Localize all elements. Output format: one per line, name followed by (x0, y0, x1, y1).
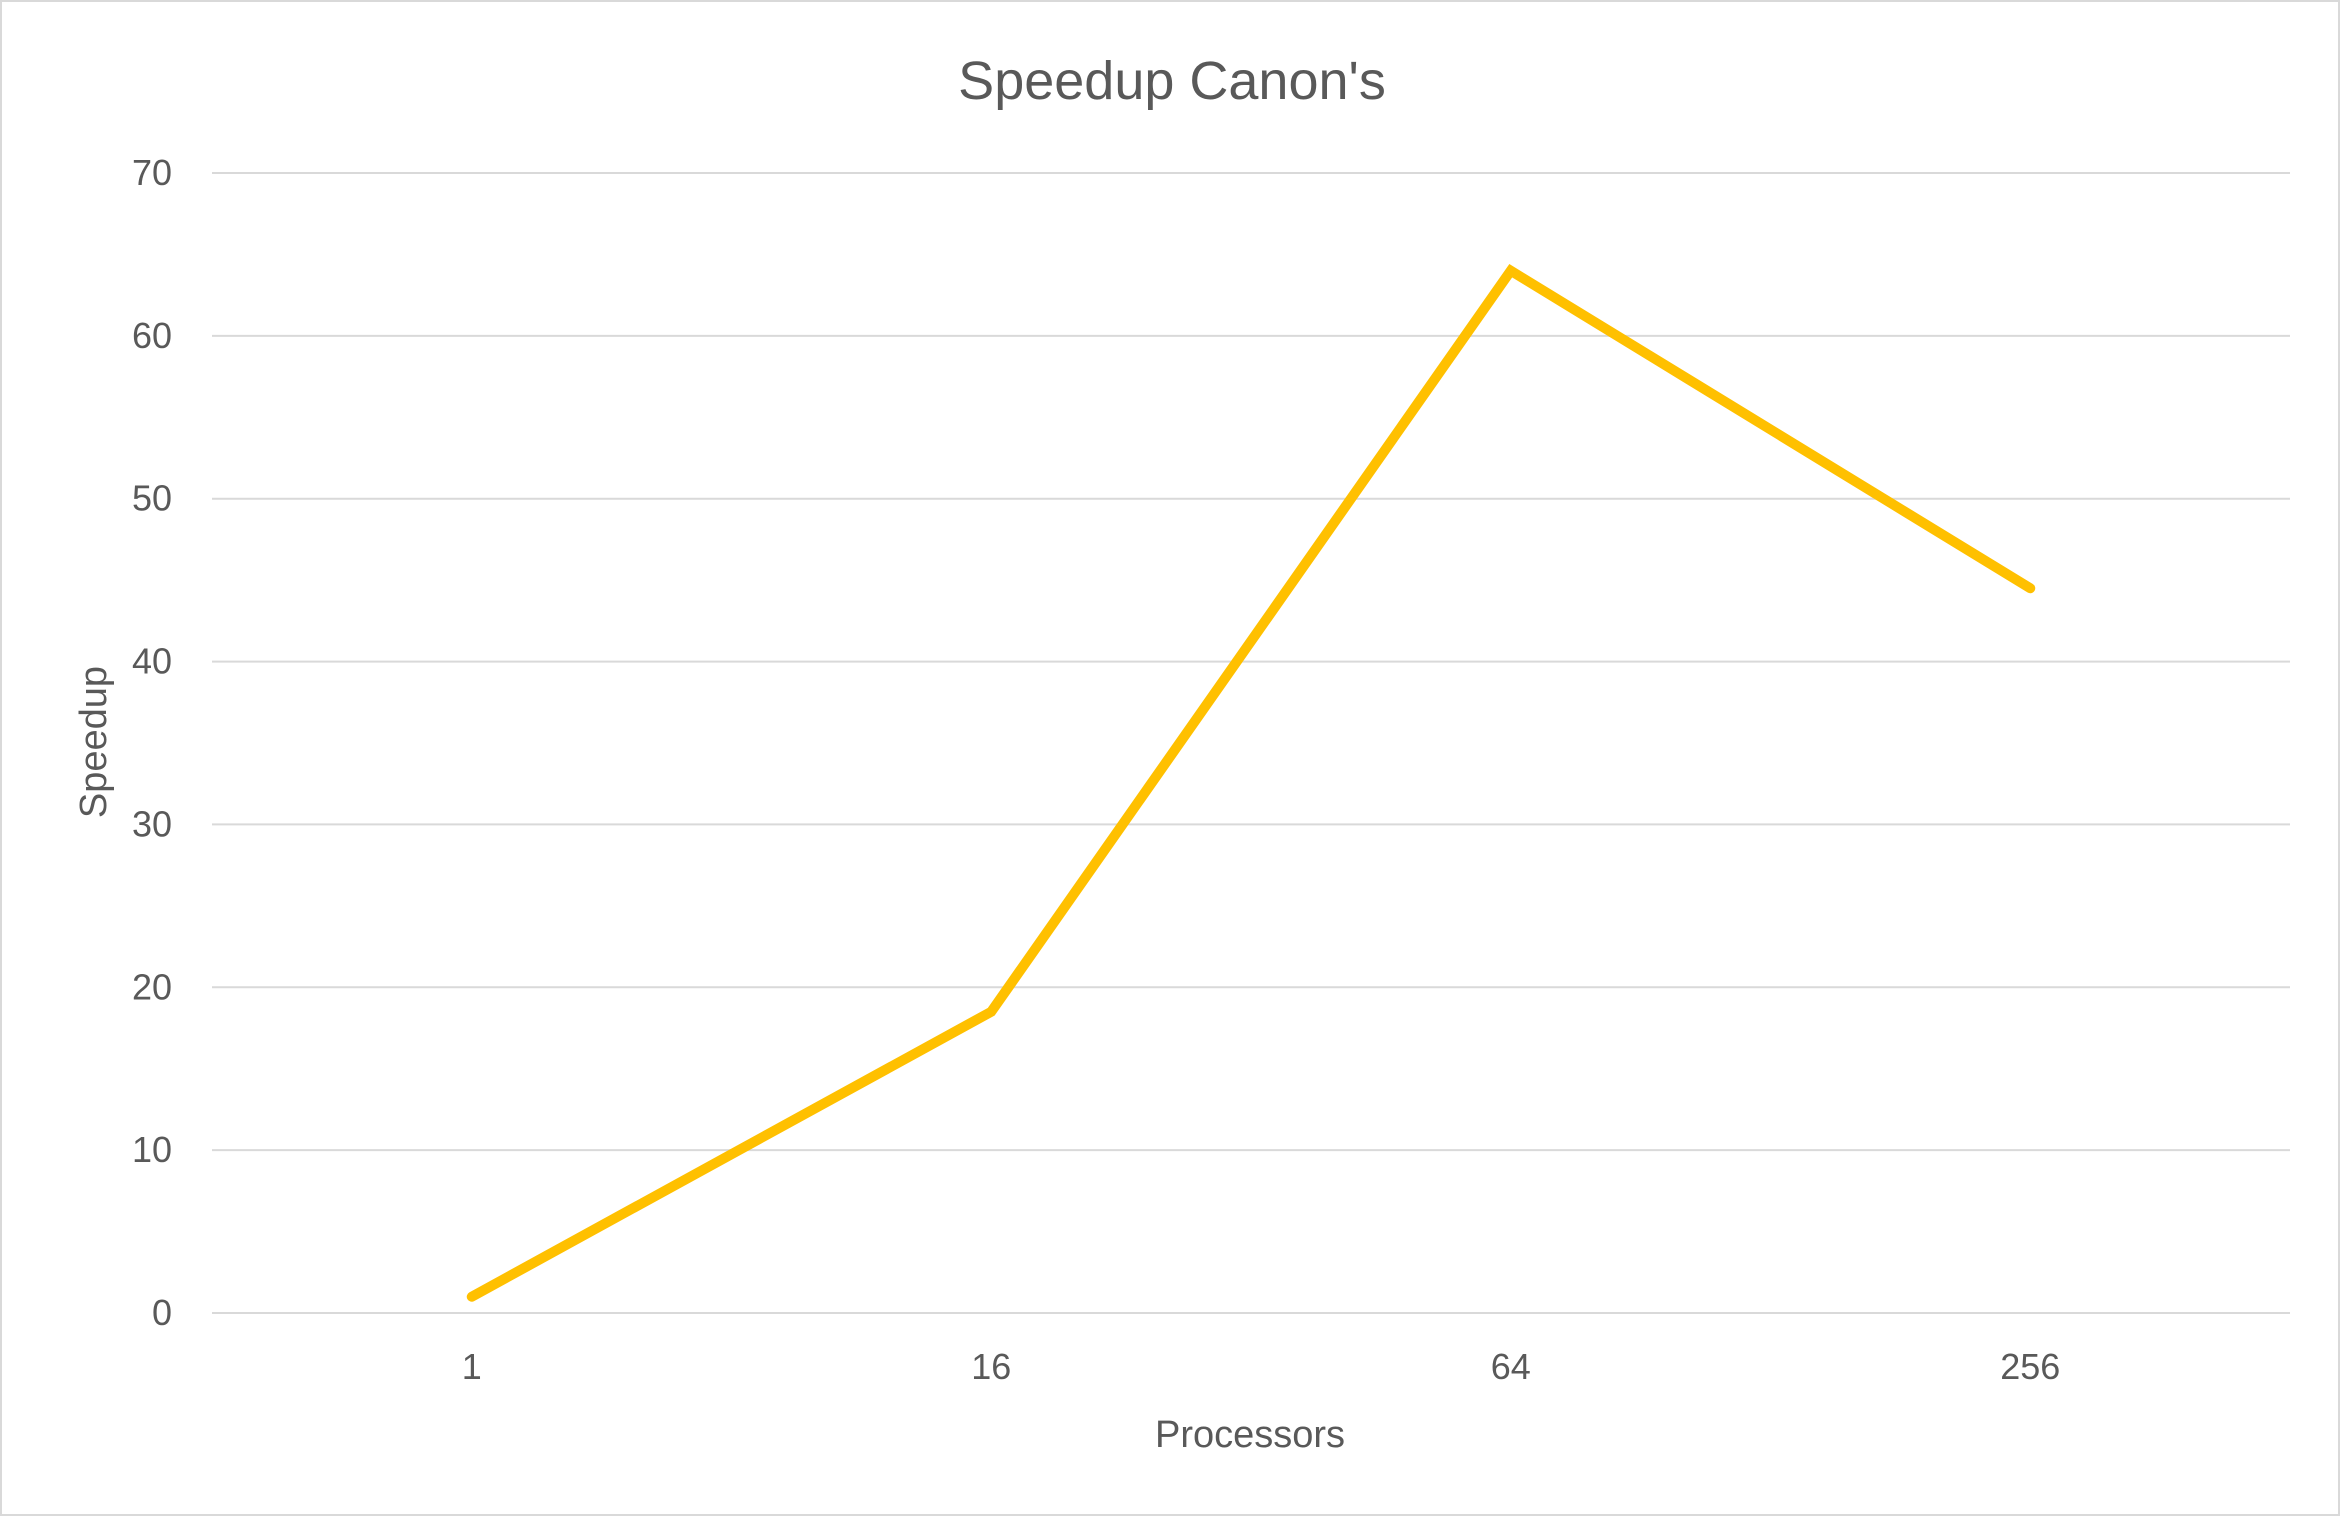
y-tick-label: 40 (132, 641, 172, 682)
y-tick-label: 10 (132, 1129, 172, 1170)
data-point-256 (2029, 587, 2031, 589)
grid-lines (212, 172, 2290, 1314)
series-group (466, 263, 2036, 1302)
y-tick-label: 0 (152, 1292, 172, 1333)
series-line (466, 263, 2036, 1302)
x-tick-label: 64 (1491, 1346, 1531, 1387)
y-tick-label: 50 (132, 478, 172, 519)
x-tick-label: 256 (2000, 1346, 2060, 1387)
y-tick-label: 20 (132, 966, 172, 1007)
y-axis-label: Speedup (73, 666, 115, 818)
x-axis-ticks: 1 16 64 256 (462, 1346, 2061, 1387)
y-axis-ticks: 0 10 20 30 40 50 60 70 (132, 152, 172, 1333)
data-point-1 (471, 1296, 473, 1298)
y-tick-label: 60 (132, 315, 172, 356)
y-tick-label: 30 (132, 803, 172, 844)
data-point-16 (990, 1011, 992, 1013)
x-tick-label: 16 (971, 1346, 1011, 1387)
y-tick-label: 70 (132, 152, 172, 193)
x-axis-label: Processors (1155, 1414, 1345, 1456)
x-tick-label: 1 (462, 1346, 482, 1387)
data-point-64 (1510, 270, 1512, 272)
chart-title: Speedup Canon's (958, 51, 1386, 111)
